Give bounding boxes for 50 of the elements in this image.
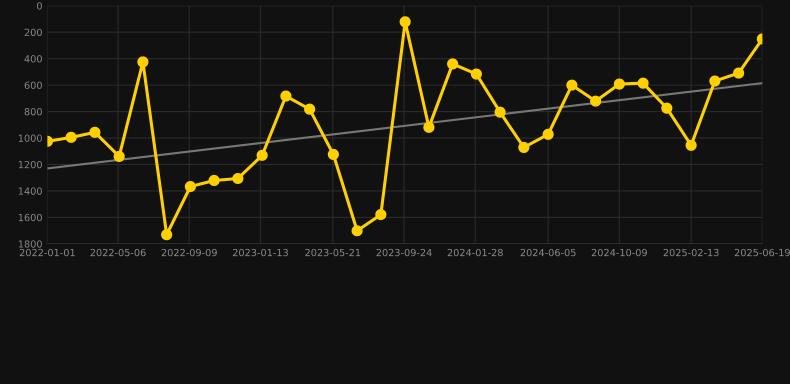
y-tick-label: 1800	[18, 240, 42, 248]
point	[304, 104, 316, 115]
x-tick-label: 2024-01-28	[448, 248, 503, 256]
point	[232, 172, 244, 184]
point	[447, 58, 458, 70]
y-tick-label: 1000	[18, 134, 42, 142]
point	[66, 132, 77, 143]
x-tick-label: 2024-10-09	[592, 248, 647, 256]
point	[733, 68, 744, 79]
point	[590, 96, 602, 107]
point	[542, 128, 554, 140]
x-tick-label: 2022-01-01	[20, 248, 75, 256]
point	[686, 140, 697, 151]
point	[614, 78, 625, 90]
x-tick-label: 2024-06-05	[520, 248, 576, 256]
point	[280, 90, 292, 102]
y-tick-label: 0	[36, 2, 42, 10]
y-tick-label: 400	[24, 55, 42, 62]
x-tick-label: 2023-01-13	[232, 248, 288, 256]
point	[328, 148, 339, 160]
x-tick-label: 2022-05-06	[90, 248, 146, 256]
point	[89, 126, 100, 138]
point	[184, 181, 196, 192]
x-tick-label: 2025-06-19	[734, 248, 790, 256]
point	[638, 78, 649, 89]
point	[161, 229, 172, 240]
x-tick-label: 2023-09-24	[376, 248, 432, 256]
y-tick-label: 800	[24, 108, 42, 116]
point	[256, 150, 268, 161]
point	[709, 75, 720, 87]
point	[208, 174, 220, 186]
point	[518, 142, 530, 153]
y-tick-label: 600	[24, 82, 42, 89]
x-tick-label: 2022-09-09	[162, 248, 217, 256]
point	[470, 68, 482, 80]
point	[375, 209, 386, 220]
point	[494, 106, 506, 118]
point	[423, 122, 434, 133]
point	[137, 56, 148, 68]
y-tick-label: 1200	[18, 160, 42, 168]
point	[566, 80, 578, 91]
y-tick-label: 1400	[18, 187, 42, 195]
point	[661, 102, 672, 114]
point	[400, 16, 411, 28]
point	[114, 150, 125, 162]
point	[352, 225, 363, 236]
y-tick-label: 200	[24, 28, 42, 36]
x-tick-label: 2025-02-13	[664, 248, 719, 256]
x-tick-label: 2023-05-21	[305, 248, 360, 256]
y-tick-label: 1600	[18, 214, 42, 222]
